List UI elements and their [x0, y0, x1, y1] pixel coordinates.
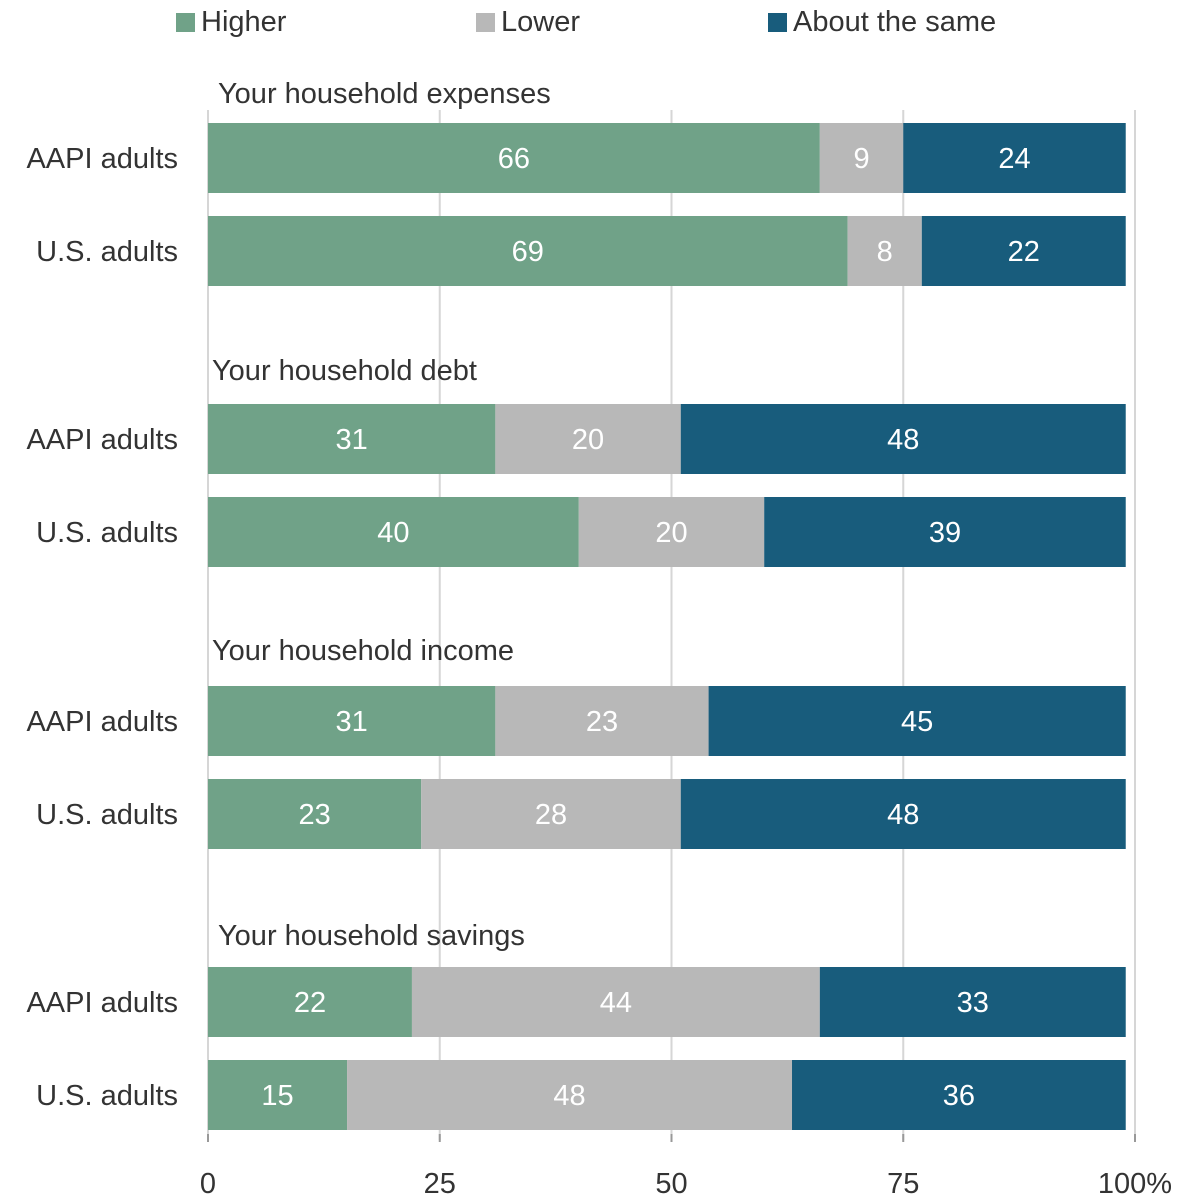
legend-label: Higher — [201, 6, 287, 38]
data-label: 44 — [600, 987, 632, 1019]
legend-label: About the same — [793, 6, 997, 38]
data-label: 23 — [298, 799, 330, 831]
bar-segment — [764, 497, 1126, 567]
data-label: 24 — [998, 143, 1030, 175]
x-tick-label: 75 — [887, 1168, 919, 1199]
bar-segment — [578, 497, 765, 567]
bar-segment — [208, 123, 820, 193]
data-label: 15 — [261, 1080, 293, 1112]
data-label: 31 — [336, 424, 368, 456]
row-label: AAPI adults — [26, 987, 178, 1019]
bar-segment — [792, 1060, 1126, 1130]
bar-segment — [680, 404, 1126, 474]
bar-segment — [847, 216, 922, 286]
group-title: Your household expenses — [218, 78, 551, 110]
row-label: U.S. adults — [36, 799, 178, 831]
data-label: 31 — [336, 706, 368, 738]
bar-segment — [208, 216, 848, 286]
data-label: 39 — [929, 517, 961, 549]
bar-segment — [208, 404, 496, 474]
row-label: U.S. adults — [36, 1080, 178, 1112]
bar-segment — [347, 1060, 793, 1130]
data-label: 36 — [943, 1080, 975, 1112]
bar-segment — [421, 779, 681, 849]
legend-swatch — [176, 13, 195, 32]
data-label: 48 — [553, 1080, 585, 1112]
row-label: U.S. adults — [36, 517, 178, 549]
x-tick-label: 25 — [424, 1168, 456, 1199]
x-tick-label: 100% — [1098, 1168, 1172, 1199]
row-label: AAPI adults — [26, 424, 178, 456]
data-label: 22 — [294, 987, 326, 1019]
data-label: 23 — [586, 706, 618, 738]
bar-segment — [208, 1060, 348, 1130]
row-label: AAPI adults — [26, 143, 178, 175]
bar-segment — [921, 216, 1126, 286]
data-label: 48 — [887, 424, 919, 456]
data-label: 22 — [1008, 236, 1040, 268]
data-label: 20 — [655, 517, 687, 549]
bar-segment — [708, 686, 1126, 756]
bar-segment — [495, 686, 709, 756]
data-label: 66 — [498, 143, 530, 175]
data-label: 69 — [512, 236, 544, 268]
x-tick-label: 50 — [655, 1168, 687, 1199]
row-label: AAPI adults — [26, 706, 178, 738]
group-title: Your household debt — [212, 355, 477, 387]
bar-segment — [208, 686, 496, 756]
legend-label: Lower — [501, 6, 580, 38]
data-label: 45 — [901, 706, 933, 738]
legend-swatch — [768, 13, 787, 32]
group-title: Your household savings — [218, 920, 525, 952]
x-tick-label: 0 — [200, 1168, 216, 1199]
bar-segment — [903, 123, 1126, 193]
data-label: 40 — [377, 517, 409, 549]
row-label: U.S. adults — [36, 236, 178, 268]
legend-item: Lower — [476, 6, 580, 39]
bar-segment — [495, 404, 681, 474]
data-label: 8 — [877, 236, 893, 268]
legend-item: Higher — [176, 6, 286, 39]
data-label: 28 — [535, 799, 567, 831]
bar-segment — [680, 779, 1126, 849]
bar-segment — [819, 967, 1126, 1037]
bar-segment — [208, 779, 422, 849]
data-label: 48 — [887, 799, 919, 831]
legend-swatch — [476, 13, 495, 32]
data-label: 9 — [853, 143, 869, 175]
data-label: 20 — [572, 424, 604, 456]
group-title: Your household income — [212, 635, 514, 667]
bar-segment — [208, 967, 412, 1037]
data-label: 33 — [957, 987, 989, 1019]
legend-item: About the same — [768, 6, 996, 39]
bar-segment — [819, 123, 904, 193]
bar-segment — [208, 497, 579, 567]
bar-segment — [411, 967, 820, 1037]
